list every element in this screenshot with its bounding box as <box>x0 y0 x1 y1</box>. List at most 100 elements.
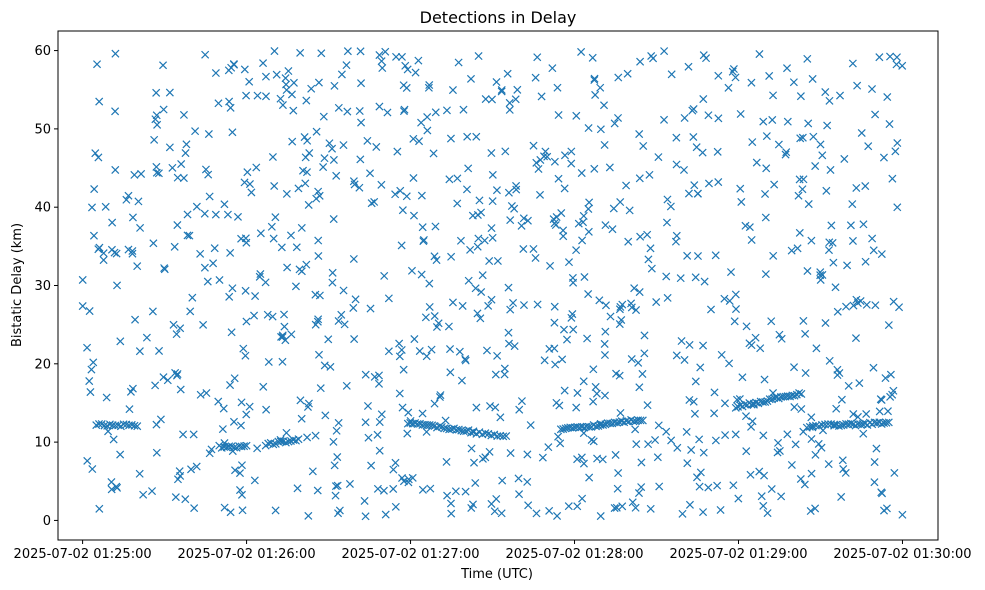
data-point <box>87 365 96 374</box>
data-point <box>319 112 328 121</box>
data-point <box>548 64 557 73</box>
data-point <box>356 155 365 164</box>
data-point <box>417 191 426 200</box>
data-point <box>130 170 139 179</box>
data-point <box>256 229 265 238</box>
data-point <box>551 221 560 230</box>
data-point <box>302 168 312 177</box>
data-point <box>660 115 669 124</box>
data-point <box>242 317 251 326</box>
data-point <box>339 141 348 150</box>
data-point <box>550 157 559 166</box>
data-point <box>417 118 426 127</box>
data-point <box>672 133 681 142</box>
data-point <box>425 279 434 288</box>
data-point <box>456 236 465 245</box>
data-point <box>205 192 214 201</box>
data-point <box>397 345 406 355</box>
data-point <box>667 436 676 445</box>
data-point <box>662 272 671 281</box>
data-point <box>487 148 496 158</box>
data-point <box>294 435 303 444</box>
data-point <box>554 111 563 120</box>
data-point <box>101 202 110 211</box>
data-point <box>488 197 497 206</box>
data-point <box>801 368 810 378</box>
data-point <box>716 505 725 514</box>
data-point <box>606 419 615 428</box>
data-point <box>209 259 218 268</box>
data-point <box>691 273 700 282</box>
data-point <box>729 481 738 490</box>
data-point <box>600 391 609 400</box>
data-point <box>425 302 434 312</box>
data-point <box>411 68 420 77</box>
data-point <box>872 444 881 453</box>
data-point <box>534 164 543 173</box>
data-point <box>90 185 99 194</box>
data-point <box>745 223 754 232</box>
data-point <box>484 301 493 310</box>
data-point <box>601 301 610 310</box>
data-point <box>226 248 235 257</box>
data-point <box>539 152 549 161</box>
data-point <box>651 436 660 445</box>
data-point <box>276 94 285 103</box>
data-point <box>556 439 565 448</box>
data-point <box>173 173 182 182</box>
data-point <box>321 411 330 420</box>
data-point <box>113 281 122 290</box>
data-point <box>163 376 172 385</box>
data-point <box>559 325 569 334</box>
data-point <box>647 264 656 273</box>
data-point <box>577 453 586 462</box>
data-point <box>349 177 358 186</box>
data-point <box>584 124 593 133</box>
data-point <box>316 384 325 393</box>
data-point <box>95 504 104 513</box>
data-point <box>210 244 219 253</box>
data-point <box>802 423 811 432</box>
data-point <box>454 425 463 434</box>
data-point <box>636 232 645 241</box>
data-point <box>872 418 881 427</box>
data-point <box>635 288 644 297</box>
data-point <box>93 60 102 69</box>
data-point <box>367 199 376 208</box>
data-point <box>605 163 614 172</box>
data-point <box>447 252 456 261</box>
data-point <box>614 73 623 82</box>
data-point <box>443 491 452 500</box>
data-point <box>601 327 610 336</box>
data-point <box>287 90 296 99</box>
data-point <box>591 90 600 99</box>
data-point <box>245 77 254 86</box>
data-point <box>611 450 620 459</box>
data-point <box>473 242 482 251</box>
data-point <box>587 435 596 444</box>
data-point <box>176 471 185 480</box>
data-point <box>474 234 483 243</box>
data-point <box>535 190 545 199</box>
data-point <box>833 370 842 380</box>
data-point <box>532 158 541 167</box>
data-point <box>314 236 323 245</box>
data-point <box>800 480 809 489</box>
data-point <box>414 56 423 65</box>
data-point <box>685 340 694 349</box>
data-point <box>478 454 487 463</box>
data-point <box>889 297 898 306</box>
data-point <box>684 62 693 71</box>
data-point <box>578 494 587 503</box>
data-point <box>192 462 201 471</box>
data-point <box>109 435 118 444</box>
data-point <box>763 509 772 518</box>
data-point <box>886 392 895 401</box>
data-point <box>472 403 481 412</box>
data-point <box>759 501 768 510</box>
data-point <box>881 374 890 383</box>
data-point <box>400 105 409 114</box>
data-point <box>497 85 506 95</box>
data-point <box>523 477 532 486</box>
data-point <box>660 47 669 56</box>
